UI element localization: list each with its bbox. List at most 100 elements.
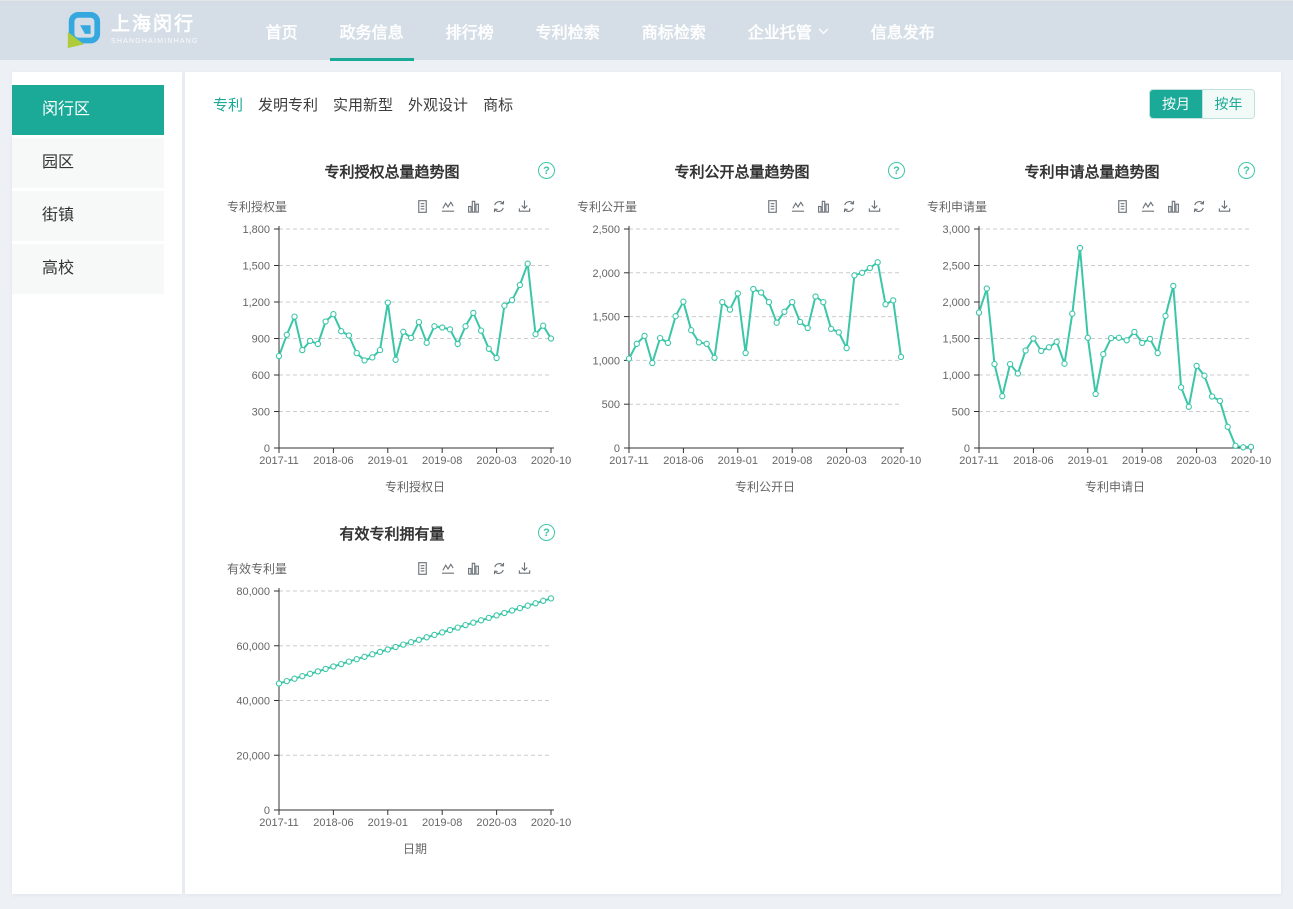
data-point[interactable]	[1154, 349, 1161, 357]
data-point[interactable]	[477, 617, 485, 624]
save-as-image-icon[interactable]	[517, 561, 532, 576]
logo[interactable]: 上海闵行 SHANGHAIMINHANG	[64, 11, 199, 50]
data-point[interactable]	[291, 675, 298, 682]
data-point[interactable]	[890, 297, 897, 304]
data-point[interactable]	[524, 602, 531, 609]
data-point[interactable]	[299, 673, 306, 680]
data-point[interactable]	[361, 653, 368, 660]
data-point[interactable]	[641, 332, 648, 340]
data-point[interactable]	[423, 339, 430, 346]
data-point[interactable]	[1123, 337, 1130, 344]
data-point[interactable]	[384, 299, 391, 306]
data-point[interactable]	[439, 324, 446, 331]
data-point[interactable]	[501, 302, 508, 309]
toggle-yearly-button[interactable]: 按年	[1202, 90, 1254, 118]
data-point[interactable]	[508, 607, 516, 614]
data-point[interactable]	[827, 325, 835, 333]
switch-to-bar-chart-icon[interactable]	[1166, 199, 1181, 214]
line-chart-plot[interactable]: 0 300 600 900 1,200 1,500 1,800 2017-11 2018-06 2…	[227, 223, 571, 475]
data-point[interactable]	[750, 285, 757, 293]
data-point[interactable]	[726, 306, 734, 313]
data-point[interactable]	[275, 680, 283, 687]
nav-item-patent-search[interactable]: 专利检索	[515, 1, 621, 61]
data-point[interactable]	[858, 269, 866, 276]
data-point[interactable]	[493, 354, 500, 362]
nav-item-gov-info[interactable]: 政务信息	[319, 1, 425, 61]
restore-icon[interactable]	[841, 199, 857, 214]
sidebar-item-university[interactable]: 高校	[12, 244, 164, 294]
restore-icon[interactable]	[1191, 199, 1207, 214]
data-point[interactable]	[446, 326, 454, 333]
data-point[interactable]	[664, 339, 672, 347]
save-as-image-icon[interactable]	[867, 199, 882, 214]
data-point[interactable]	[540, 597, 547, 604]
data-point[interactable]	[415, 318, 423, 326]
data-point[interactable]	[1076, 244, 1084, 252]
data-point[interactable]	[1162, 312, 1169, 320]
save-as-image-icon[interactable]	[517, 199, 532, 214]
data-point[interactable]	[703, 340, 710, 347]
data-point[interactable]	[454, 340, 461, 348]
data-point[interactable]	[804, 324, 811, 332]
data-view-icon[interactable]	[415, 561, 430, 576]
data-point[interactable]	[400, 328, 407, 335]
data-point[interactable]	[547, 595, 555, 602]
tab-patent[interactable]: 专利	[213, 96, 244, 114]
data-point[interactable]	[680, 298, 687, 305]
data-point[interactable]	[1185, 403, 1192, 410]
tab-trademark[interactable]: 商标	[483, 96, 514, 114]
data-point[interactable]	[516, 604, 524, 612]
data-point[interactable]	[1107, 334, 1115, 342]
data-point[interactable]	[330, 663, 337, 670]
data-point[interactable]	[516, 281, 524, 289]
data-point[interactable]	[812, 293, 819, 300]
data-point[interactable]	[1069, 310, 1076, 317]
switch-to-bar-chart-icon[interactable]	[816, 199, 831, 214]
data-point[interactable]	[470, 309, 477, 317]
data-point[interactable]	[1224, 423, 1231, 430]
data-point[interactable]	[649, 359, 656, 367]
data-point[interactable]	[1045, 344, 1053, 351]
data-point[interactable]	[882, 301, 889, 308]
tab-design[interactable]: 外观设计	[408, 96, 469, 114]
data-point[interactable]	[711, 354, 718, 361]
data-point[interactable]	[695, 339, 703, 346]
nav-item-trademark-search[interactable]: 商标检索	[621, 1, 727, 61]
sidebar-item-park[interactable]: 园区	[12, 138, 164, 188]
data-point[interactable]	[773, 319, 780, 326]
data-point[interactable]	[376, 346, 384, 354]
data-point[interactable]	[999, 393, 1006, 400]
restore-icon[interactable]	[491, 561, 507, 576]
switch-to-line-chart-icon[interactable]	[440, 199, 456, 214]
data-point[interactable]	[330, 311, 337, 318]
data-point[interactable]	[734, 290, 741, 297]
data-point[interactable]	[338, 328, 345, 335]
data-point[interactable]	[547, 335, 555, 342]
data-point[interactable]	[392, 643, 399, 651]
data-point[interactable]	[765, 298, 773, 306]
data-point[interactable]	[757, 289, 765, 296]
data-point[interactable]	[532, 331, 539, 338]
data-point[interactable]	[462, 621, 469, 629]
data-point[interactable]	[283, 331, 290, 338]
data-point[interactable]	[1131, 328, 1138, 336]
data-point[interactable]	[688, 327, 695, 334]
data-point[interactable]	[866, 264, 874, 272]
data-point[interactable]	[1146, 335, 1154, 343]
data-point[interactable]	[1061, 360, 1068, 367]
data-point[interactable]	[1247, 443, 1255, 451]
data-point[interactable]	[1216, 397, 1224, 405]
data-point[interactable]	[1201, 372, 1208, 379]
data-point[interactable]	[322, 318, 329, 325]
switch-to-line-chart-icon[interactable]	[1140, 199, 1156, 214]
data-point[interactable]	[345, 658, 353, 665]
data-point[interactable]	[633, 340, 640, 347]
data-point[interactable]	[369, 651, 376, 658]
help-icon[interactable]: ?	[888, 162, 905, 179]
data-point[interactable]	[532, 600, 539, 607]
data-point[interactable]	[1053, 338, 1060, 345]
data-point[interactable]	[975, 309, 983, 316]
nav-item-info-release[interactable]: 信息发布	[850, 1, 956, 61]
nav-item-enterprise-hosting[interactable]: 企业托管	[727, 1, 850, 61]
data-view-icon[interactable]	[765, 199, 780, 214]
